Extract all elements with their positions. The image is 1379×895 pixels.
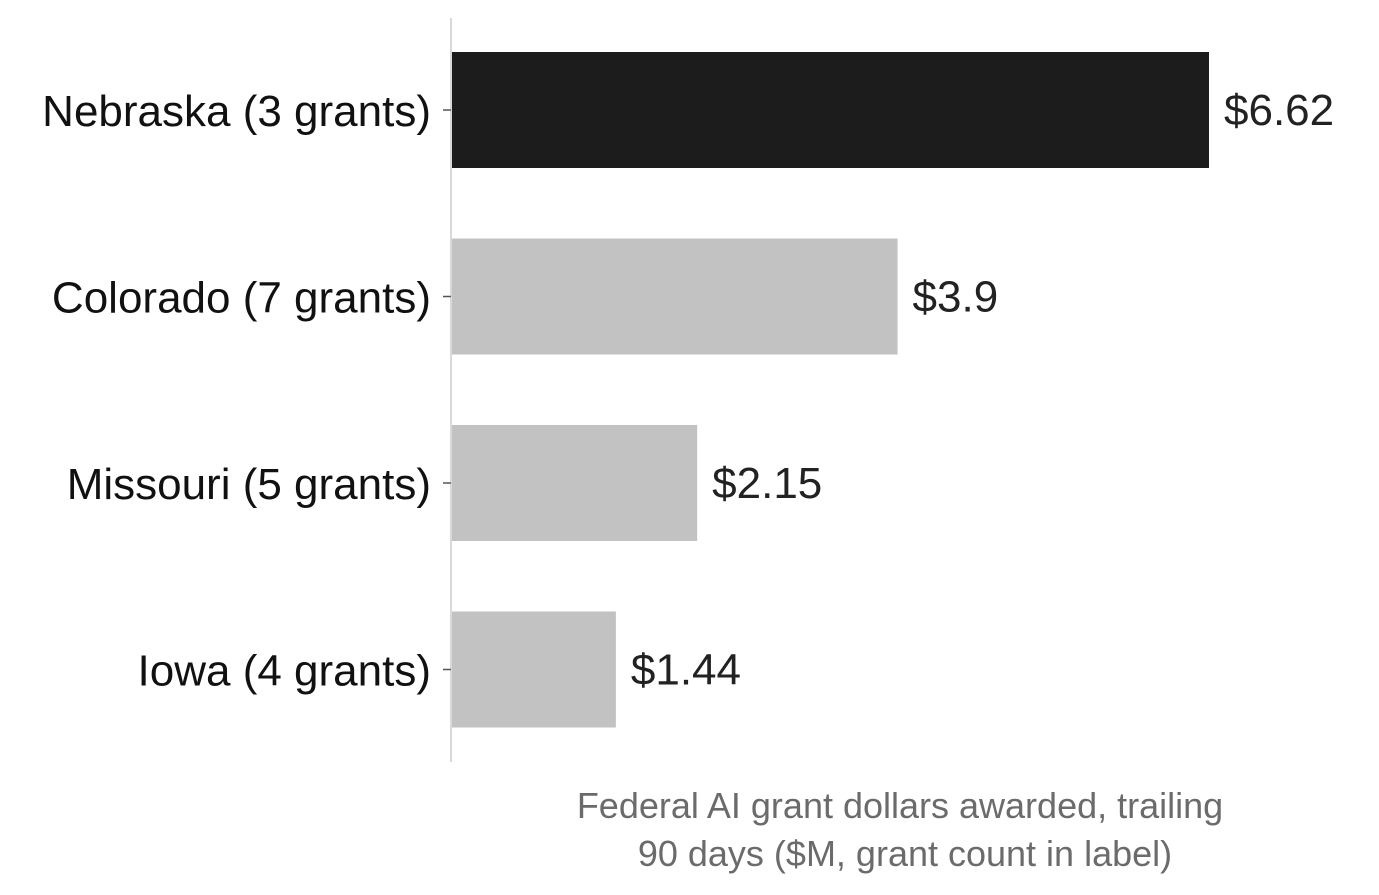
category-label-3: Missouri (5 grants) bbox=[67, 460, 431, 509]
bar-1 bbox=[452, 52, 1209, 168]
bars-group bbox=[452, 52, 1209, 728]
category-label-1: Nebraska (3 grants) bbox=[42, 87, 431, 136]
bar-3 bbox=[452, 425, 698, 541]
x-axis-title: Federal AI grant dollars awarded, traili… bbox=[577, 785, 1233, 874]
value-label-4: $1.44 bbox=[631, 646, 741, 695]
x-axis-title-line-1: Federal AI grant dollars awarded, traili… bbox=[577, 785, 1223, 826]
value-label-1: $6.62 bbox=[1224, 86, 1334, 135]
value-label-2: $3.9 bbox=[913, 273, 999, 322]
value-label-3: $2.15 bbox=[712, 459, 822, 508]
bar-4 bbox=[452, 611, 616, 728]
bar-2 bbox=[452, 238, 898, 355]
value-labels-group: $6.62 $3.9 $2.15 $1.44 bbox=[631, 86, 1334, 695]
category-label-4: Iowa (4 grants) bbox=[138, 647, 431, 696]
category-label-2: Colorado (7 grants) bbox=[52, 274, 431, 323]
x-axis-title-line-2: 90 days ($M, grant count in label) bbox=[638, 833, 1172, 874]
ticks-group bbox=[443, 109, 451, 671]
category-labels-group: Nebraska (3 grants) Colorado (7 grants) Mi… bbox=[42, 87, 431, 696]
